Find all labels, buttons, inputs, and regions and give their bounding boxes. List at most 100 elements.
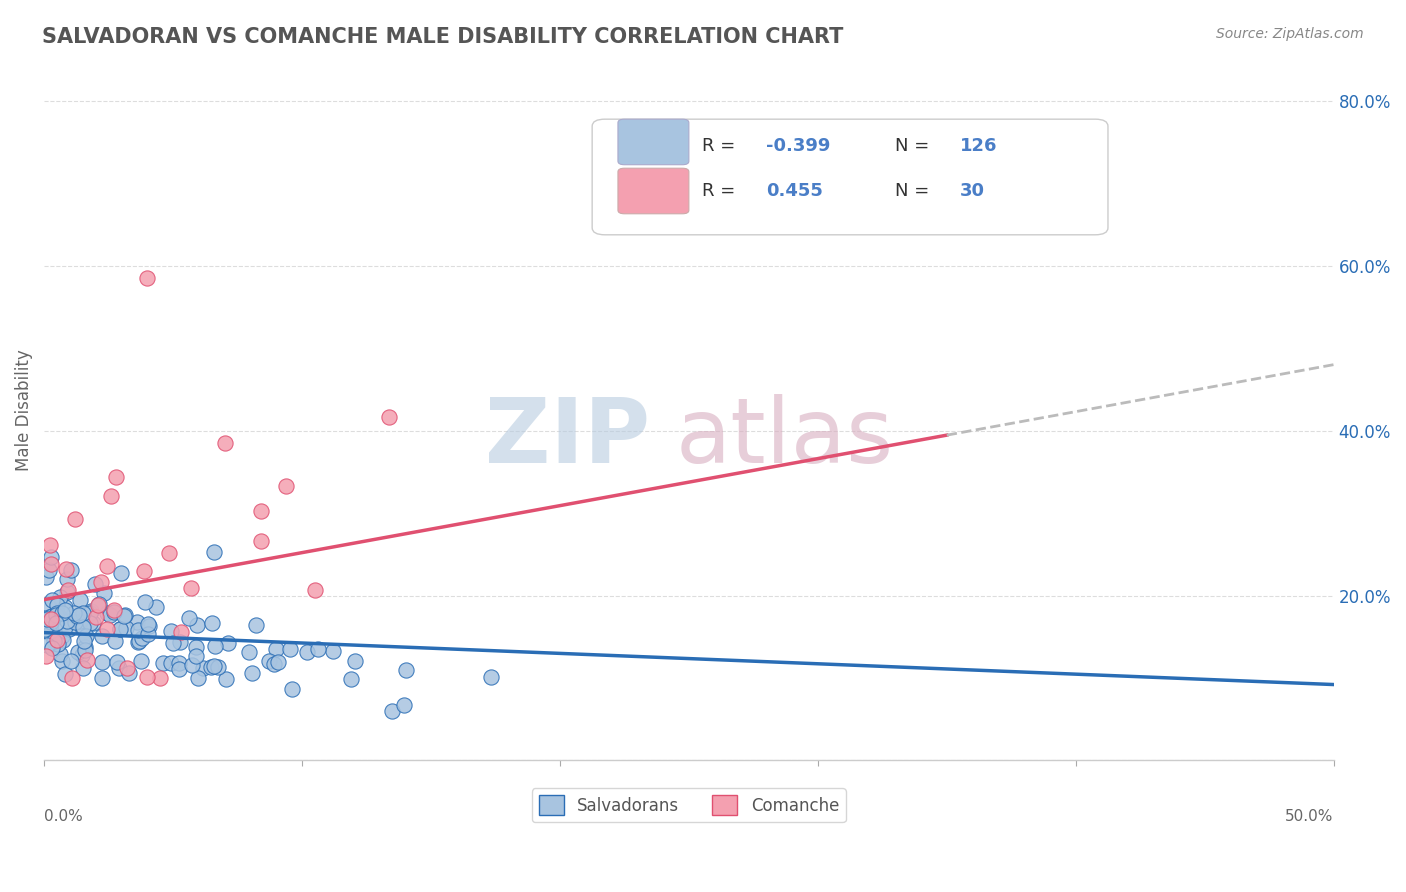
Point xyxy=(186,617,208,632)
Point xyxy=(41,640,63,655)
Point xyxy=(37,597,59,611)
Point xyxy=(204,545,226,559)
Point xyxy=(115,661,138,675)
Point xyxy=(100,489,122,503)
Point xyxy=(56,583,79,598)
Point xyxy=(35,648,58,663)
Point xyxy=(59,654,82,668)
Point xyxy=(98,607,121,622)
Point xyxy=(134,594,156,608)
Text: R =: R = xyxy=(702,136,741,154)
Point xyxy=(70,648,93,662)
Point xyxy=(215,672,238,686)
Point xyxy=(48,647,70,661)
Point xyxy=(257,654,280,668)
Point xyxy=(377,409,399,424)
Point xyxy=(62,607,84,621)
Point xyxy=(73,643,96,657)
Point xyxy=(58,622,80,636)
Point xyxy=(72,661,94,675)
Point xyxy=(84,610,107,624)
Text: 0.0%: 0.0% xyxy=(44,809,83,824)
Point xyxy=(96,606,118,620)
Point xyxy=(179,611,201,625)
FancyBboxPatch shape xyxy=(592,120,1108,235)
Point xyxy=(304,583,326,598)
Point xyxy=(53,599,76,614)
Point xyxy=(41,608,63,623)
Point xyxy=(76,653,98,667)
Point xyxy=(44,606,66,620)
Point xyxy=(45,608,67,623)
Text: 126: 126 xyxy=(960,136,997,154)
Point xyxy=(128,633,150,648)
Point xyxy=(90,655,112,669)
Point xyxy=(207,659,229,673)
Point xyxy=(180,658,202,673)
Text: 0.455: 0.455 xyxy=(766,182,823,200)
Point xyxy=(72,620,94,634)
Point xyxy=(187,671,209,685)
Point xyxy=(125,615,148,629)
Point xyxy=(60,671,83,685)
Point xyxy=(49,590,72,604)
Point xyxy=(42,634,65,648)
Point xyxy=(169,635,191,649)
Point xyxy=(152,656,174,670)
Point xyxy=(159,656,181,670)
Text: 30: 30 xyxy=(960,182,984,200)
Point xyxy=(135,670,157,684)
Point xyxy=(114,608,136,623)
Point xyxy=(66,609,89,624)
Point xyxy=(67,645,90,659)
Point xyxy=(39,612,62,626)
Point xyxy=(274,478,297,492)
Point xyxy=(59,563,82,577)
Text: -0.399: -0.399 xyxy=(766,136,831,154)
Point xyxy=(51,654,73,668)
Point xyxy=(186,640,208,654)
Point xyxy=(245,618,267,632)
Point xyxy=(267,655,290,669)
Y-axis label: Male Disability: Male Disability xyxy=(15,349,32,471)
Point xyxy=(72,606,94,620)
Point xyxy=(278,642,301,657)
Text: N =: N = xyxy=(896,136,935,154)
Point xyxy=(53,620,76,634)
Point xyxy=(240,665,263,680)
Point xyxy=(70,620,93,634)
Point xyxy=(55,614,77,628)
Point xyxy=(108,623,131,637)
Point xyxy=(322,644,344,658)
Point xyxy=(91,629,114,643)
Point xyxy=(394,698,416,712)
Text: N =: N = xyxy=(896,182,935,200)
Point xyxy=(132,564,155,578)
Point xyxy=(107,661,129,675)
Point xyxy=(217,636,239,650)
Point xyxy=(52,632,75,647)
Point xyxy=(160,624,183,639)
Point xyxy=(127,624,149,638)
Point xyxy=(90,671,112,685)
Point xyxy=(67,608,90,623)
Point xyxy=(51,606,73,620)
Point xyxy=(96,622,118,636)
Point xyxy=(51,629,73,643)
Point xyxy=(112,608,135,623)
Point xyxy=(138,619,160,633)
Point xyxy=(104,470,127,484)
Point xyxy=(249,504,271,518)
Point xyxy=(394,663,416,677)
Point xyxy=(280,681,302,696)
Text: Source: ZipAtlas.com: Source: ZipAtlas.com xyxy=(1216,27,1364,41)
Point xyxy=(75,629,97,643)
Point xyxy=(145,599,167,614)
Point xyxy=(63,512,86,526)
Point xyxy=(157,546,180,560)
Point xyxy=(138,627,160,641)
Point xyxy=(104,634,127,648)
FancyBboxPatch shape xyxy=(619,169,689,214)
Point xyxy=(87,598,110,612)
Point xyxy=(118,665,141,680)
